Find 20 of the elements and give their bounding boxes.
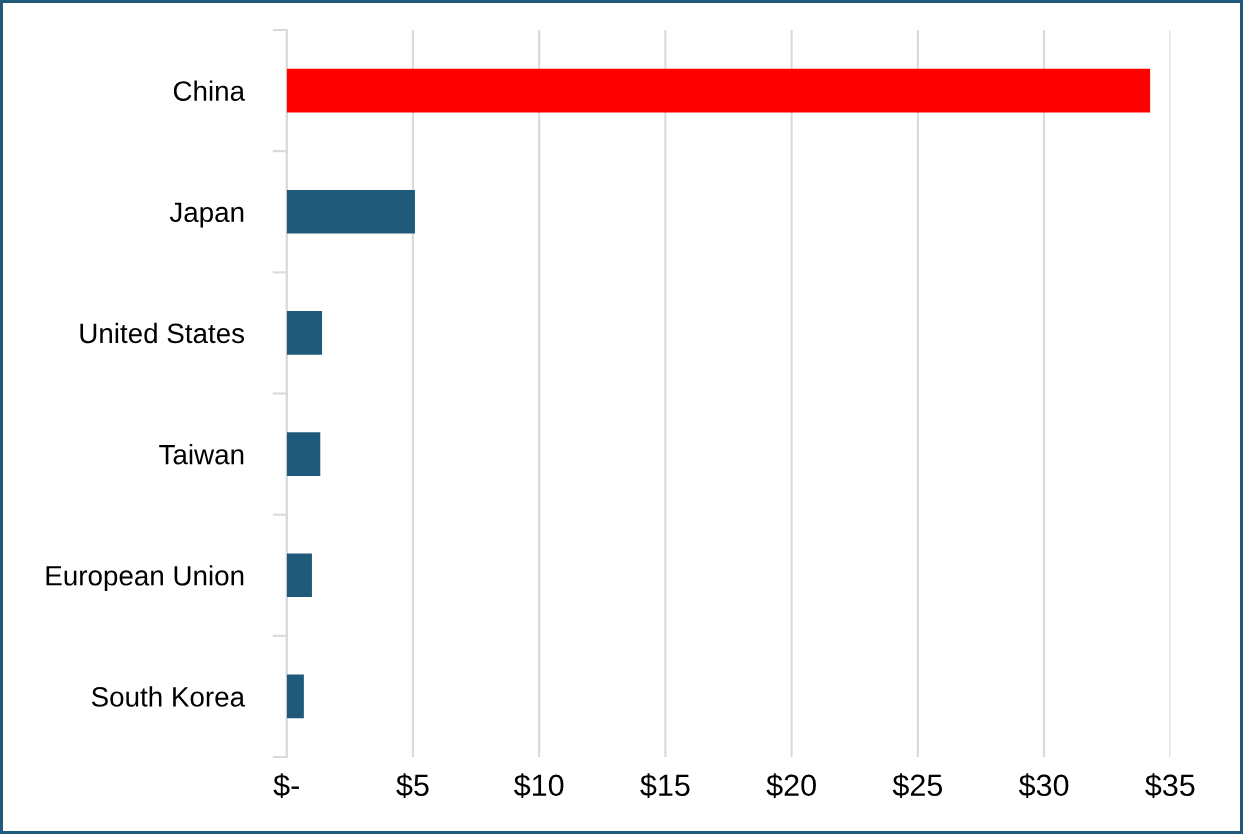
bar: [286, 553, 312, 598]
x-tick-label: $15: [640, 773, 690, 798]
x-tick-label: $10: [514, 773, 564, 798]
bar: [286, 189, 415, 234]
x-tick-label: $-: [273, 773, 299, 798]
y-tick-label: Taiwan: [159, 444, 244, 465]
x-tick-label: $20: [766, 773, 816, 798]
y-tick-label: China: [173, 80, 246, 101]
x-tick-label: $35: [1145, 773, 1195, 798]
y-tick-label: United States: [80, 322, 245, 344]
x-tick-label: $25: [892, 773, 943, 798]
y-tick-label: Japan: [169, 202, 244, 228]
x-tick-label: $30: [1018, 773, 1069, 798]
y-tick-label: European Union: [46, 565, 244, 592]
bar: [286, 68, 1151, 113]
bar: [286, 311, 323, 355]
bar: [286, 674, 304, 719]
y-tick-label: South Korea: [91, 686, 246, 707]
bar: [286, 432, 321, 476]
x-tick-label: $5: [396, 773, 429, 798]
